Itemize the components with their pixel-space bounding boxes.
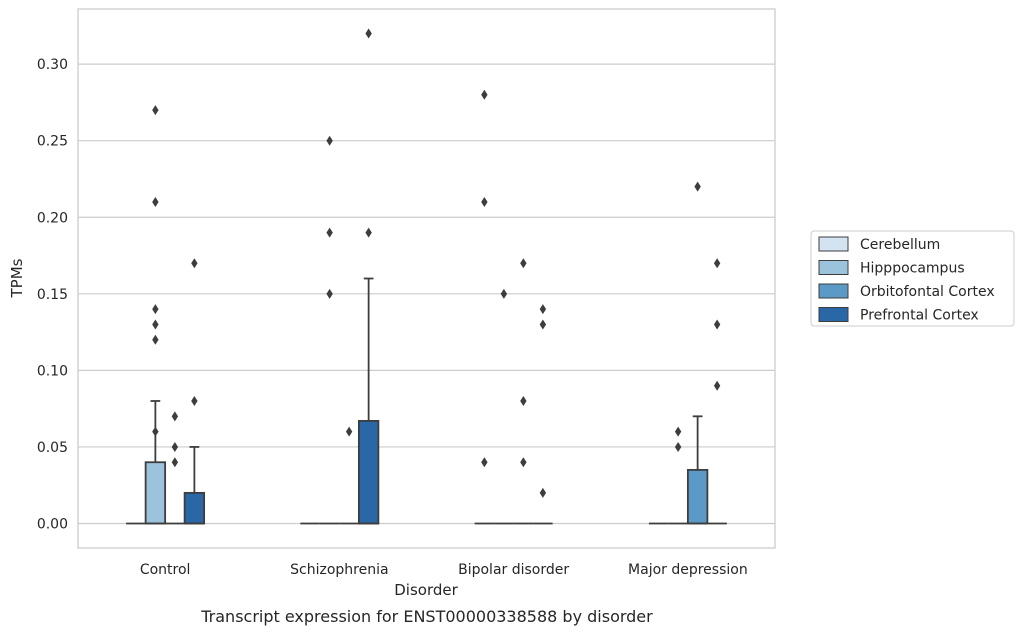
y-tick-label: 0.20 (37, 210, 68, 226)
legend-items: Cerebellum Hipppocampus Orbitofontal Corte… (818, 236, 995, 324)
box-body (144, 461, 167, 525)
outlier-point (481, 89, 488, 100)
outlier-point (152, 334, 159, 345)
outlier-point (171, 411, 179, 422)
box-2-1 (494, 288, 514, 525)
outlier-point (713, 258, 721, 269)
outlier-point (713, 319, 721, 330)
box-body (183, 491, 206, 525)
x-tick-label: Control (140, 562, 191, 578)
outlier-point (171, 457, 179, 468)
gridlines (78, 63, 775, 525)
y-axis-label: TPMs (8, 258, 26, 298)
box-3-2 (686, 181, 709, 525)
box-1-2 (339, 426, 359, 525)
outlier-point (326, 135, 333, 146)
outlier-point (674, 426, 682, 437)
y-tick-label: 0.05 (37, 440, 68, 456)
legend[interactable]: Cerebellum Hipppocampus Orbitofontal Corte… (810, 230, 1015, 327)
outlier-point (152, 105, 159, 116)
legend-label: Orbitofontal Cortex (860, 284, 995, 300)
box-0-3 (183, 258, 206, 525)
outlier-point (694, 181, 701, 192)
plot-frame (77, 8, 776, 549)
y-tick-label: 0.25 (37, 134, 68, 150)
legend-label: Prefrontal Cortex (860, 308, 979, 324)
outlier-point (365, 28, 372, 39)
outlier-point (152, 426, 159, 437)
box-2-0 (474, 89, 495, 525)
x-tick-label: Major depression (628, 562, 748, 578)
outlier-point (152, 304, 159, 315)
legend-label: Hipppocampus (860, 261, 965, 277)
outlier-point (152, 196, 159, 207)
outlier-point (191, 258, 198, 269)
outlier-point (539, 319, 547, 330)
outlier-point (326, 288, 333, 299)
y-tick-label: 0.15 (37, 287, 68, 303)
outlier-point (171, 441, 179, 452)
y-tick-label: 0.30 (37, 57, 68, 73)
legend-item[interactable]: Cerebellum (818, 236, 940, 253)
outlier-point (674, 441, 682, 452)
outlier-point (520, 457, 527, 468)
y-tick-label: 0.10 (37, 363, 68, 379)
legend-label: Cerebellum (860, 237, 940, 253)
x-tick-labels: Control Schizophrenia Bipolar disorder Majo… (140, 562, 748, 578)
legend-frame (810, 230, 1015, 327)
outlier-point (520, 258, 527, 269)
legend-swatch (818, 236, 849, 252)
outlier-point (520, 396, 527, 406)
outlier-point (345, 426, 353, 437)
legend-item[interactable]: Hipppocampus (818, 260, 965, 277)
y-tick-labels: 0.00 0.05 0.10 0.15 0.20 0.25 0.30 (37, 57, 68, 532)
box-2-3 (533, 304, 553, 525)
outlier-point (481, 196, 488, 207)
chart-caption: Transcript expression for ENST0000033858… (200, 607, 653, 626)
outlier-point (191, 396, 198, 406)
box-0-2 (165, 411, 185, 525)
x-tick-label: Schizophrenia (290, 562, 388, 578)
outlier-point (713, 380, 721, 391)
legend-item[interactable]: Orbitofontal Cortex (818, 283, 995, 300)
legend-swatch (818, 260, 849, 275)
outlier-point (539, 304, 547, 315)
legend-item[interactable]: Prefrontal Cortex (818, 307, 979, 324)
box-3-3 (707, 258, 727, 525)
boxes (126, 28, 727, 525)
box-body (357, 420, 380, 525)
x-axis-label: Disorder (394, 581, 458, 599)
box-1-3 (357, 28, 380, 525)
box-body (686, 469, 709, 525)
box-3-1 (668, 426, 688, 525)
box-0-1 (144, 105, 167, 525)
x-tick-label: Bipolar disorder (458, 562, 569, 578)
legend-swatch (818, 283, 849, 299)
outlier-point (500, 288, 508, 299)
outlier-point (365, 227, 372, 238)
outlier-point (152, 319, 159, 330)
box-1-1 (319, 135, 340, 525)
box-2-2 (513, 258, 534, 525)
outlier-point (539, 487, 547, 498)
y-tick-label: 0.00 (37, 517, 68, 533)
legend-swatch (818, 307, 849, 322)
outlier-point (326, 227, 333, 238)
outlier-point (481, 457, 488, 468)
